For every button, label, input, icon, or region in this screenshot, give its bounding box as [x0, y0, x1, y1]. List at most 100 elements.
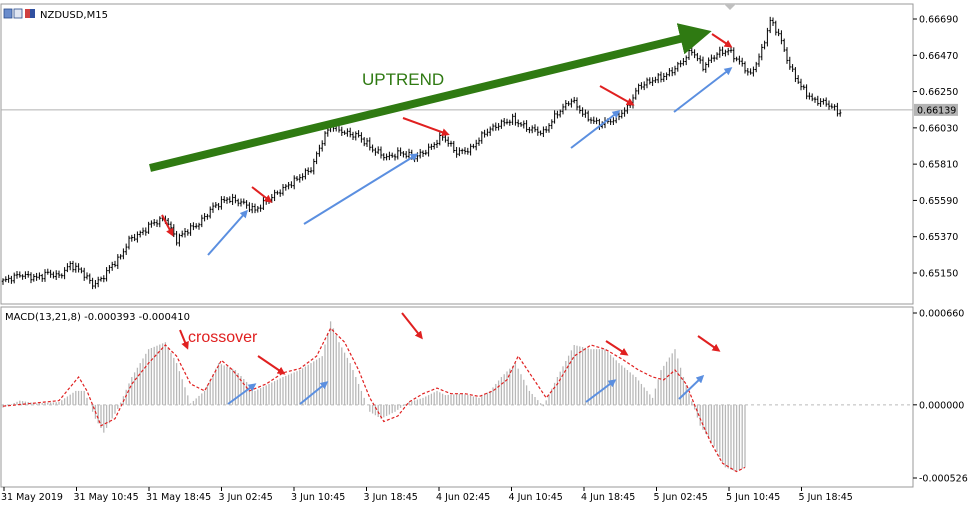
price-bar	[371, 144, 374, 153]
price-bar	[141, 227, 145, 236]
price-bar	[214, 202, 217, 209]
price-bar	[715, 52, 719, 60]
price-bar	[382, 153, 385, 161]
price-bar	[60, 273, 63, 279]
price-bar	[791, 64, 794, 72]
price-bar	[74, 262, 77, 273]
price-bar	[746, 68, 749, 76]
price-bar	[80, 267, 83, 274]
price-bar	[323, 131, 327, 146]
price-bar	[183, 227, 187, 238]
price-bar	[295, 175, 299, 182]
price-bar	[365, 137, 369, 148]
price-bar	[251, 202, 254, 214]
price-bar	[491, 123, 495, 132]
price-bar	[713, 55, 716, 62]
red-arrow	[711, 33, 733, 48]
chart-menu-icon[interactable]	[3, 8, 13, 19]
price-bar	[21, 274, 24, 280]
price-bar	[536, 126, 539, 136]
price-bar	[794, 67, 797, 83]
red-arrow	[161, 214, 174, 237]
price-bar	[676, 61, 679, 72]
price-bar	[573, 96, 576, 104]
price-bar	[466, 147, 469, 155]
price-bar	[433, 142, 436, 150]
price-bar	[66, 263, 69, 273]
price-bar	[595, 117, 598, 125]
blue-arrow	[678, 374, 705, 400]
price-bar	[662, 72, 665, 82]
price-bar	[239, 198, 243, 207]
time-tick-label: 31 May 18:45	[146, 492, 211, 503]
price-bar	[122, 248, 125, 260]
price-bar	[738, 55, 741, 65]
flag-icon-part	[30, 9, 35, 18]
price-bar	[419, 148, 422, 159]
price-tick-label: 0.65810	[919, 160, 958, 171]
price-bar	[99, 276, 103, 282]
price-bar	[584, 109, 587, 118]
price-bar	[55, 270, 58, 281]
price-bar	[77, 263, 80, 273]
price-bar	[500, 119, 503, 129]
red-arrow	[179, 329, 189, 350]
price-bar	[363, 137, 366, 147]
price-bar	[231, 193, 234, 206]
price-bar	[749, 68, 752, 75]
price-bar	[189, 223, 192, 236]
price-bar	[522, 120, 525, 129]
price-bar	[71, 260, 75, 273]
price-bar	[760, 43, 763, 61]
red-arrow	[605, 340, 629, 356]
price-bar	[570, 98, 573, 108]
price-bar	[253, 203, 257, 214]
blue-arrow	[570, 110, 621, 149]
price-bar	[399, 147, 402, 157]
price-bar	[10, 275, 13, 284]
price-bar	[802, 84, 805, 90]
price-bars	[1, 16, 842, 290]
price-bar	[494, 122, 497, 131]
price-bar	[783, 38, 786, 52]
price-bar	[315, 151, 318, 165]
price-bar	[186, 229, 189, 236]
price-bar	[735, 56, 738, 62]
price-bar	[357, 130, 360, 138]
time-tick-label: 5 Jun 02:45	[654, 492, 708, 503]
price-bar	[567, 101, 570, 107]
price-bar	[438, 132, 441, 146]
price-bar	[805, 84, 808, 100]
price-bar	[421, 150, 425, 158]
price-bar	[298, 174, 301, 183]
time-tick-label: 3 Jun 18:45	[364, 492, 418, 503]
price-bar	[273, 189, 276, 202]
price-bar	[287, 181, 290, 190]
price-bar	[682, 57, 685, 66]
macd-axis: 0.000660 0.000000 -0.000526	[913, 309, 968, 485]
price-bar	[508, 119, 511, 126]
price-bar	[139, 230, 142, 238]
price-bar	[561, 103, 565, 115]
price-bar	[242, 198, 245, 205]
price-bar	[643, 81, 646, 91]
shift-marker-icon[interactable]	[724, 4, 736, 10]
price-bar	[637, 83, 640, 95]
price-bar	[575, 97, 579, 111]
blue-arrow	[585, 379, 617, 403]
price-bar	[430, 143, 433, 150]
price-bar	[830, 103, 833, 109]
price-bar	[623, 107, 626, 117]
crossover-label: crossover	[188, 329, 258, 346]
price-bar	[547, 123, 551, 133]
price-bar	[819, 98, 822, 107]
price-bar	[256, 205, 259, 213]
current-price-badge: 0.66139	[914, 103, 958, 116]
window-icon[interactable]	[13, 8, 23, 19]
red-arrow	[697, 335, 721, 352]
price-bar	[150, 220, 153, 228]
price-bar	[452, 140, 455, 153]
price-bar	[827, 100, 831, 110]
price-tick-label: 0.65370	[919, 232, 958, 243]
